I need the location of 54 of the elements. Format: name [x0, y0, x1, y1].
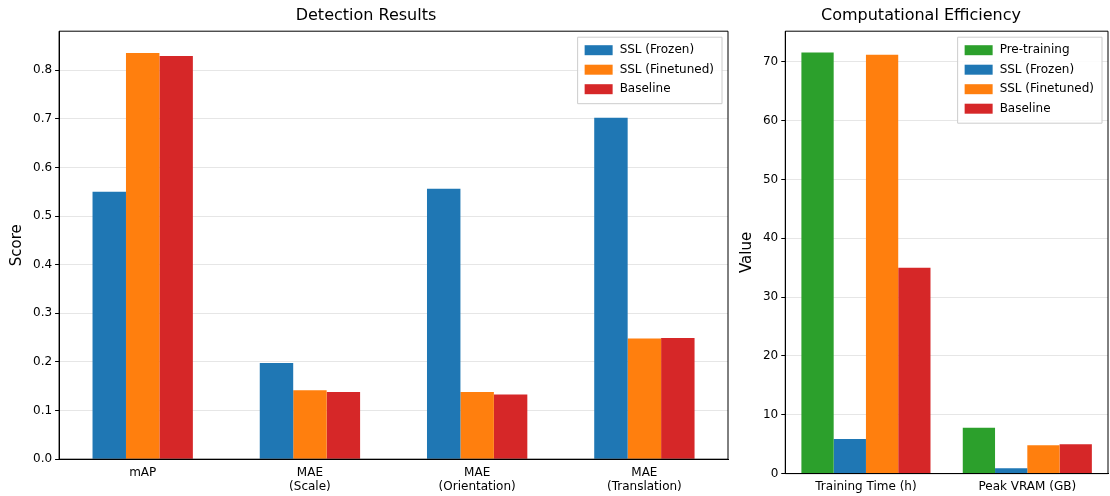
y-axis-title: Value: [736, 231, 755, 273]
y-tick-label: 0.7: [32, 110, 53, 125]
legend-label: Baseline: [999, 100, 1051, 115]
y-tick-label: 0.5: [32, 208, 53, 223]
y-tick-label: 0.3: [32, 305, 53, 320]
y-tick-label: 0.8: [32, 62, 53, 77]
bar: [594, 117, 628, 459]
x-tick-label: Peak VRAM (GB): [978, 478, 1077, 493]
y-tick-label: 0.4: [32, 256, 53, 271]
y-tick-label: 30: [762, 289, 779, 304]
bar: [326, 392, 361, 459]
bar: [661, 338, 695, 459]
y-axis-title: Score: [6, 224, 25, 267]
legend-label: SSL (Finetuned): [619, 61, 715, 76]
legend-label: SSL (Frozen): [999, 61, 1075, 76]
y-tick-label: 0: [770, 465, 779, 480]
legend-label: Baseline: [619, 81, 671, 96]
y-tick-label: 0.0: [32, 451, 53, 466]
bar: [460, 392, 494, 459]
bar: [627, 338, 662, 459]
bar: [1059, 444, 1092, 474]
bar: [426, 188, 461, 459]
x-tick-label: MAE (Translation): [607, 464, 682, 493]
x-tick-label: MAE (Scale): [289, 464, 331, 493]
legend-label: SSL (Finetuned): [999, 81, 1095, 96]
y-tick-label: 0.1: [32, 402, 53, 417]
bar: [259, 362, 294, 459]
y-tick-label: 40: [762, 230, 779, 245]
x-tick-label: mAP: [129, 464, 157, 479]
y-tick-label: 20: [762, 348, 779, 363]
y-tick-label: 0.6: [32, 159, 53, 174]
bar: [898, 267, 931, 474]
bar: [962, 427, 996, 474]
bar: [493, 394, 528, 459]
bar: [865, 54, 899, 474]
x-tick-label: MAE (Orientation): [438, 464, 516, 493]
bar: [293, 390, 327, 459]
chart-title: Detection Results: [295, 4, 437, 24]
legend-label: SSL (Frozen): [619, 42, 695, 57]
bar: [159, 56, 193, 459]
y-tick-label: 0.2: [32, 354, 53, 369]
bar: [125, 53, 160, 459]
bar: [92, 191, 126, 459]
y-tick-label: 50: [762, 171, 779, 186]
bar: [833, 438, 866, 474]
chart-title: Computational Efficiency: [821, 4, 1021, 24]
bar: [995, 468, 1028, 474]
bar: [801, 52, 834, 474]
y-tick-label: 70: [762, 53, 779, 68]
legend-label: Pre-training: [999, 42, 1070, 57]
y-tick-label: 10: [762, 406, 779, 421]
x-tick-label: Training Time (h): [814, 478, 917, 493]
bar: [1027, 445, 1060, 474]
y-tick-label: 60: [762, 112, 779, 127]
